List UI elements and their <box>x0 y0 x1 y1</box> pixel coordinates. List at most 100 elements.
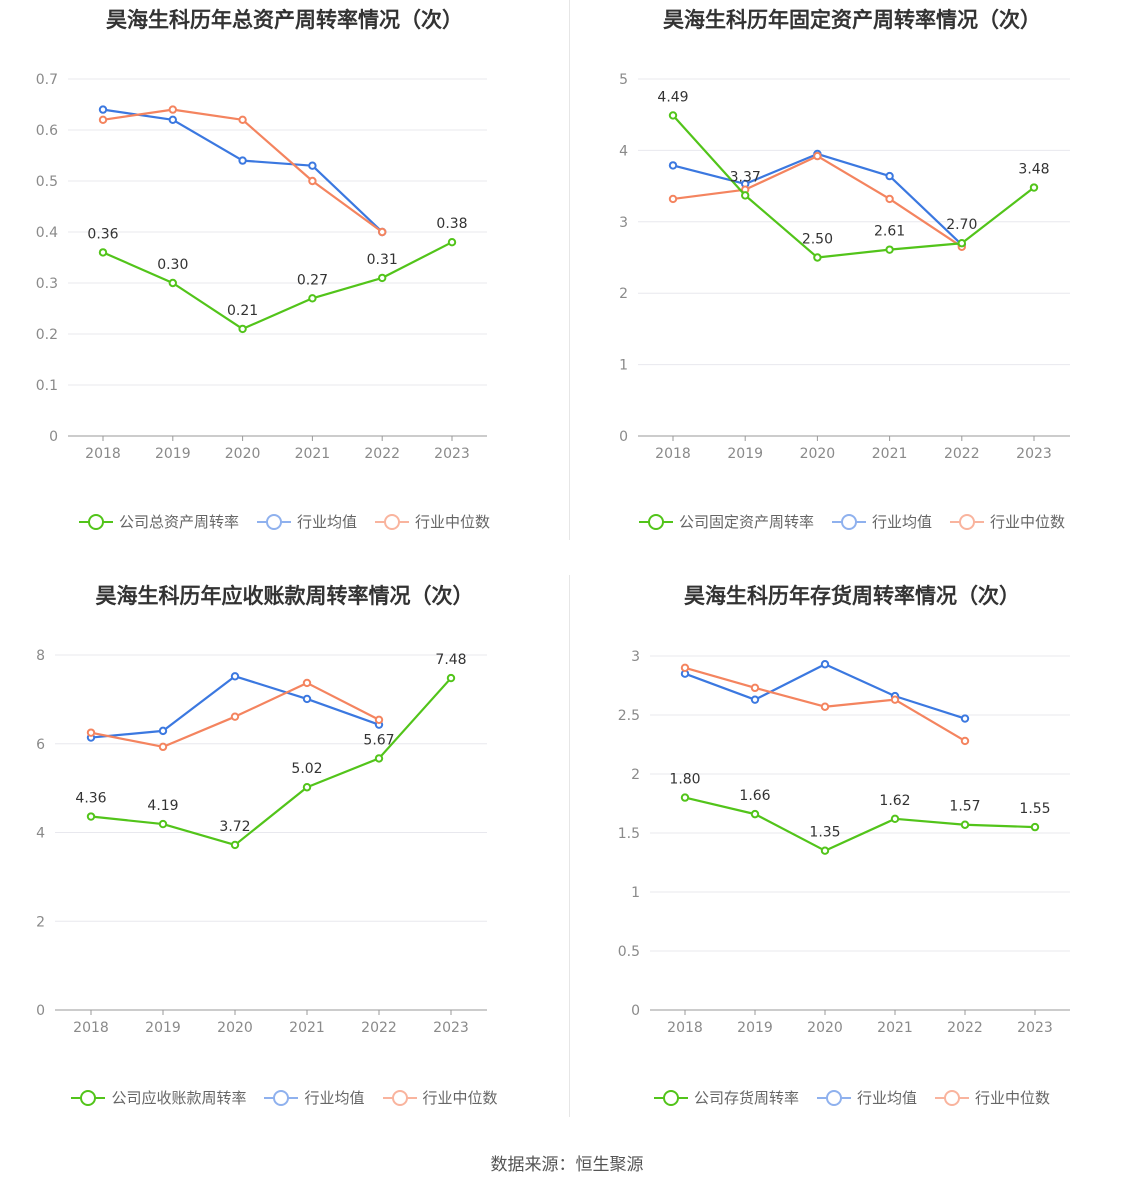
legend-item-industry-average[interactable]: 行业均值 <box>831 511 932 532</box>
data-point-company[interactable] <box>668 111 678 120</box>
data-label: 0.38 <box>436 216 467 232</box>
data-point-median[interactable] <box>813 151 822 161</box>
data-point-company[interactable] <box>1029 183 1039 192</box>
x-tick-label: 2023 <box>1016 446 1052 462</box>
data-point-company[interactable] <box>158 819 168 829</box>
data-point-median[interactable] <box>86 728 96 737</box>
data-point-company[interactable] <box>86 812 96 821</box>
legend-item-company[interactable]: 公司存货周转率 <box>653 1087 799 1108</box>
data-label: 2.70 <box>946 217 977 233</box>
data-point-avg[interactable] <box>308 161 317 170</box>
series-line-company <box>102 241 453 330</box>
data-point-avg[interactable] <box>302 694 312 704</box>
legend-marker-icon <box>382 1089 417 1107</box>
data-point-company[interactable] <box>447 238 457 247</box>
legend-marker-icon <box>950 513 984 531</box>
data-point-median[interactable] <box>230 712 240 721</box>
legend-item-industry-average[interactable]: 行业均值 <box>264 1087 365 1108</box>
data-point-avg[interactable] <box>820 660 830 669</box>
data-point-median[interactable] <box>680 663 690 673</box>
data-point-company[interactable] <box>98 248 108 257</box>
data-point-median[interactable] <box>890 695 900 704</box>
y-tick-label: 8 <box>36 648 45 664</box>
data-point-median[interactable] <box>158 742 168 752</box>
x-tick-label: 2021 <box>295 446 331 462</box>
chart-panel-receivables-turnover: 昊海生科历年应收账款周转率情况（次） 0 2 4 6 8 2018 2019 2020 2021… <box>0 570 569 1130</box>
legend-item-industry-median[interactable]: 行业中位数 <box>382 1087 498 1108</box>
data-point-company[interactable] <box>238 324 247 334</box>
data-point-avg[interactable] <box>668 161 678 170</box>
data-point-company[interactable] <box>308 294 317 303</box>
data-point-company[interactable] <box>813 253 822 262</box>
data-point-avg[interactable] <box>750 695 760 704</box>
data-point-avg[interactable] <box>230 672 240 681</box>
y-tick-label: 1.5 <box>618 826 640 842</box>
legend-item-industry-average[interactable]: 行业均值 <box>816 1087 917 1108</box>
legend-label: 行业均值 <box>871 513 932 531</box>
data-point-median[interactable] <box>374 715 384 724</box>
x-tick-label: 2022 <box>947 1020 983 1036</box>
data-point-avg[interactable] <box>168 115 178 125</box>
legend-label: 行业中位数 <box>990 513 1066 531</box>
data-point-median[interactable] <box>378 227 387 237</box>
legend-item-company[interactable]: 公司总资产周转率 <box>78 511 239 532</box>
data-point-company[interactable] <box>378 273 387 283</box>
data-point-median[interactable] <box>820 702 830 711</box>
series-line-company <box>672 114 1035 259</box>
data-point-company[interactable] <box>168 278 178 288</box>
legend-item-industry-average[interactable]: 行业均值 <box>256 511 357 532</box>
data-point-median[interactable] <box>98 115 108 125</box>
y-tick-label: 0 <box>49 429 58 445</box>
data-point-company[interactable] <box>750 809 760 819</box>
legend-label: 行业中位数 <box>422 1089 498 1107</box>
x-tick-label: 2021 <box>877 1020 913 1036</box>
legend-item-company[interactable]: 公司固定资产周转率 <box>638 511 814 532</box>
data-point-avg[interactable] <box>98 105 108 114</box>
x-tick-label: 2020 <box>225 446 261 462</box>
data-label: 3.37 <box>730 169 761 185</box>
data-point-company[interactable] <box>957 239 966 248</box>
data-point-median[interactable] <box>885 194 894 204</box>
data-point-median[interactable] <box>750 683 760 693</box>
y-tick-label: 0.4 <box>36 225 58 241</box>
data-label: 4.19 <box>147 798 178 814</box>
x-tick-label: 2018 <box>85 446 121 462</box>
data-point-company[interactable] <box>820 846 830 855</box>
data-point-median[interactable] <box>168 105 178 114</box>
data-point-median[interactable] <box>238 115 247 125</box>
data-point-company[interactable] <box>890 814 900 824</box>
data-point-median[interactable] <box>308 176 317 186</box>
legend-item-industry-median[interactable]: 行业中位数 <box>950 511 1065 532</box>
data-point-median[interactable] <box>668 194 678 204</box>
data-point-company[interactable] <box>302 783 312 792</box>
legend-item-company[interactable]: 公司应收账款周转率 <box>71 1087 246 1108</box>
data-point-company[interactable] <box>885 245 894 254</box>
data-point-company[interactable] <box>680 793 690 802</box>
data-point-median[interactable] <box>302 678 312 688</box>
data-point-avg[interactable] <box>885 171 894 181</box>
data-point-median[interactable] <box>960 736 970 746</box>
data-point-company[interactable] <box>446 673 456 683</box>
data-point-avg[interactable] <box>158 726 168 736</box>
data-point-company[interactable] <box>741 191 750 200</box>
legend-item-industry-median[interactable]: 行业中位数 <box>375 511 490 532</box>
legend-marker-icon <box>638 513 673 531</box>
data-point-company[interactable] <box>374 754 384 763</box>
series-line-median <box>102 108 383 233</box>
legend-marker-icon <box>816 1089 851 1107</box>
data-point-avg[interactable] <box>238 156 247 165</box>
legend-item-industry-median[interactable]: 行业中位数 <box>935 1087 1050 1108</box>
chart-legend: 公司固定资产周转率 行业均值 行业中位数 <box>570 511 1134 532</box>
x-tick-label: 2022 <box>361 1020 397 1036</box>
x-tick-label: 2019 <box>145 1020 181 1036</box>
data-point-company[interactable] <box>230 840 240 850</box>
data-point-avg[interactable] <box>960 714 970 723</box>
y-tick-label: 0.1 <box>36 378 58 394</box>
chart-plot: 0 0.5 1 1.5 2 2.5 3 2018 2019 2020 2021 2022 2023 1.8… <box>618 649 1070 1036</box>
data-label: 2.50 <box>802 232 833 248</box>
x-tick-label: 2019 <box>737 1020 773 1036</box>
data-label: 0.30 <box>157 257 188 273</box>
data-point-company[interactable] <box>1030 822 1040 832</box>
y-tick-label: 6 <box>36 737 45 753</box>
data-point-company[interactable] <box>960 820 970 829</box>
